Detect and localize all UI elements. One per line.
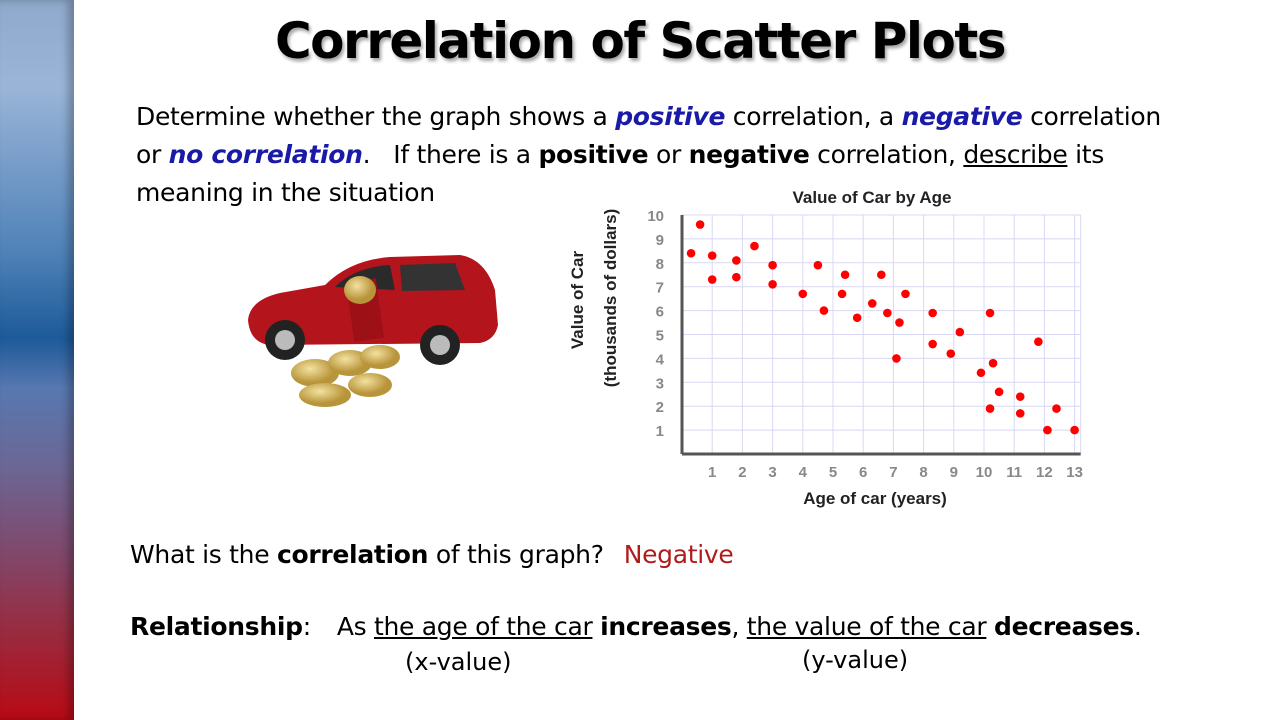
y-tick-label: 4 <box>656 351 665 368</box>
correlation-answer: Negative <box>623 540 734 569</box>
y-axis-label: Value of Car <box>568 250 587 349</box>
y-tick-label: 9 <box>656 232 664 249</box>
data-point <box>1070 425 1079 435</box>
data-point <box>819 306 829 315</box>
x-tick-label: 1 <box>708 464 716 481</box>
data-point <box>852 313 862 323</box>
x-tick-label: 3 <box>768 464 776 481</box>
y-value-hint: (y-value) <box>802 646 909 674</box>
y-axis-label-units: (thousands of dollars) <box>601 209 620 388</box>
data-point <box>1015 392 1025 401</box>
data-point <box>750 241 759 251</box>
data-point <box>1034 337 1043 346</box>
y-tick-label: 6 <box>656 304 664 321</box>
data-point <box>877 270 886 280</box>
data-point <box>732 272 741 282</box>
x-tick-label: 10 <box>976 464 993 481</box>
correlation-question: What is the correlation of this graph? Ne… <box>130 540 734 569</box>
data-point <box>901 289 910 299</box>
data-point <box>895 318 904 327</box>
data-point <box>883 308 892 318</box>
data-point <box>1015 409 1025 418</box>
data-point <box>798 289 808 299</box>
data-point <box>686 248 696 258</box>
x-tick-label: 9 <box>950 464 958 481</box>
x-tick-label: 5 <box>829 464 837 481</box>
y-tick-label: 8 <box>656 256 664 273</box>
y-tick-label: 1 <box>656 423 664 440</box>
data-point <box>988 358 998 368</box>
x-tick-label: 8 <box>919 464 927 481</box>
data-point <box>994 387 1004 397</box>
car-with-coins-image <box>248 255 498 407</box>
y-tick-label: 10 <box>647 208 664 225</box>
instructions-text: Determine whether the graph shows a posi… <box>136 102 1161 207</box>
data-point <box>768 280 777 289</box>
decorative-sidebar <box>0 0 74 720</box>
data-point <box>955 327 965 337</box>
x-value-hint: (x-value) <box>405 648 512 676</box>
x-tick-label: 11 <box>1006 464 1022 481</box>
data-point <box>976 368 986 378</box>
data-point <box>840 270 850 280</box>
data-point <box>1043 425 1052 435</box>
data-point <box>928 339 937 349</box>
x-tick-label: 13 <box>1066 464 1083 481</box>
data-point <box>732 256 741 265</box>
data-point <box>813 260 823 270</box>
y-tick-label: 7 <box>656 280 664 297</box>
chart-title: Value of Car by Age <box>792 188 951 207</box>
slide-title: Correlation of Scatter Plots <box>274 12 1007 70</box>
x-tick-label: 7 <box>889 464 897 481</box>
data-point <box>707 275 717 284</box>
data-point <box>928 308 937 318</box>
y-tick-label: 2 <box>656 399 664 416</box>
relationship-statement: Relationship: As the age of the car incre… <box>130 612 1142 641</box>
y-tick-label: 5 <box>656 328 664 345</box>
data-point <box>707 251 717 260</box>
data-point <box>892 354 901 363</box>
x-tick-label: 4 <box>799 464 808 481</box>
data-point <box>1052 404 1061 413</box>
data-point <box>768 260 777 270</box>
data-point <box>695 220 705 229</box>
data-point <box>985 308 995 318</box>
data-point <box>867 299 877 308</box>
y-tick-label: 3 <box>656 375 664 392</box>
x-tick-label: 2 <box>738 464 746 481</box>
data-point <box>985 404 995 413</box>
x-tick-label: 6 <box>859 464 867 481</box>
x-tick-label: 12 <box>1036 464 1053 481</box>
x-axis-label: Age of car (years) <box>803 489 947 508</box>
data-point <box>946 349 956 358</box>
data-point <box>837 289 847 299</box>
